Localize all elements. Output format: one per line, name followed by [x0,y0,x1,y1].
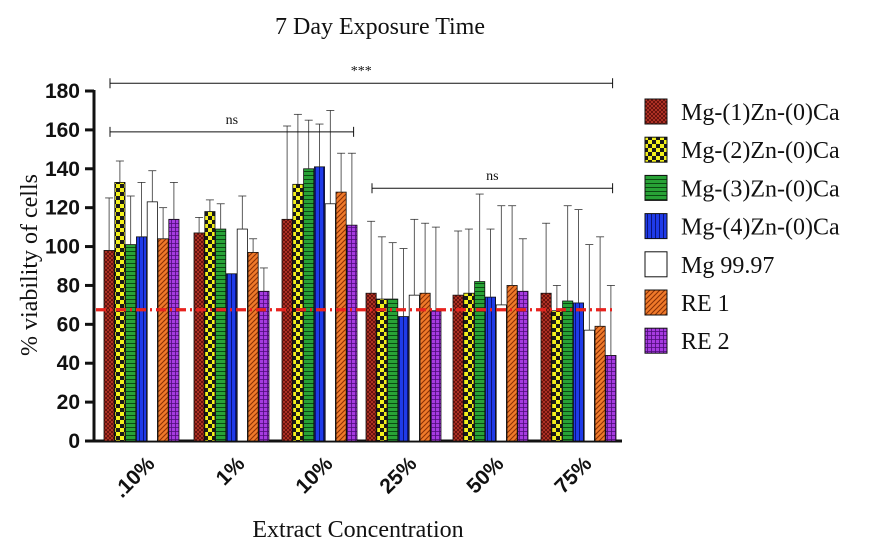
y-tick-label: 20 [57,391,80,414]
legend-label: Mg 99.97 [681,253,774,279]
bar [258,290,270,442]
bar [236,228,248,442]
legend-swatch [644,136,668,163]
y-tick-label: 80 [57,274,80,297]
x-tick-label: 50% [462,452,508,498]
x-tick-label: 1% [212,452,250,490]
bar [419,292,431,442]
bar [562,300,574,442]
bar [506,285,518,442]
y-tick-label: 60 [57,313,80,336]
bar [313,166,325,442]
bar [365,292,377,442]
x-tick-label: .10% [109,452,159,502]
significance-label: ns [226,113,238,128]
bar [397,316,409,442]
bar [215,228,227,442]
bar [583,329,595,442]
y-tick-label: 100 [45,236,80,259]
bar [204,211,216,442]
bar [225,273,237,442]
bar [540,292,552,442]
legend-swatch [644,327,668,354]
significance-label: *** [351,64,372,79]
legend-label: Mg-(2)Zn-(0)Ca [681,138,840,164]
bar [281,218,293,442]
bar [594,325,606,442]
y-tick-label: 180 [45,80,80,103]
bar [247,251,259,442]
bar [484,296,496,442]
y-tick-label: 40 [57,352,80,375]
bar [551,310,563,442]
bar [573,302,585,442]
x-tick-label: 25% [375,452,421,498]
x-axis-label: Extract Concentration [252,517,463,543]
bar [114,181,126,442]
x-tick-label: 10% [291,452,337,498]
bar [168,218,180,442]
legend-swatch [644,289,668,316]
bar [408,294,420,442]
bar [474,281,486,442]
legend-label: Mg-(1)Zn-(0)Ca [681,100,840,126]
bar [157,238,169,442]
legend-swatch [644,213,668,240]
bar [346,224,358,442]
y-tick-label: 120 [45,197,80,220]
plot-area: 0 20 40 60 80 100 120 140 160 180 .10% 1% 10% 25% 50% 7… [45,64,622,502]
legend-swatch [644,174,668,201]
bar [376,298,388,442]
legend-label: Mg-(4)Zn-(0)Ca [681,215,840,241]
bar [452,294,464,442]
legend-swatch [644,98,668,125]
legend-label: Mg-(3)Zn-(0)Ca [681,176,840,202]
legend: Mg-(1)Zn-(0)Ca Mg-(2)Zn-(0)Ca Mg-(3)Zn-(0)… [644,98,840,355]
significance-label: ns [486,169,498,184]
y-tick-label: 0 [68,430,80,453]
legend-label: RE 1 [681,291,730,317]
chart-title: 7 Day Exposure Time [275,14,485,40]
bar [517,290,529,442]
bar [324,203,336,442]
x-tick-label: 75% [550,452,596,498]
bar [463,292,475,442]
bar [335,191,347,442]
bar [193,232,205,442]
legend-swatch [644,251,668,278]
bar [292,183,304,442]
bar [605,355,617,442]
legend-label: RE 2 [681,329,730,355]
bar [430,310,442,442]
bar [387,298,399,442]
bar [135,236,147,442]
bar [146,201,158,442]
bar [125,244,137,442]
y-axis-label: % viability of cells [17,174,43,356]
y-tick-label: 140 [45,158,80,181]
bar [495,304,507,442]
bar [103,250,115,442]
y-tick-label: 160 [45,119,80,142]
bar [303,168,315,442]
